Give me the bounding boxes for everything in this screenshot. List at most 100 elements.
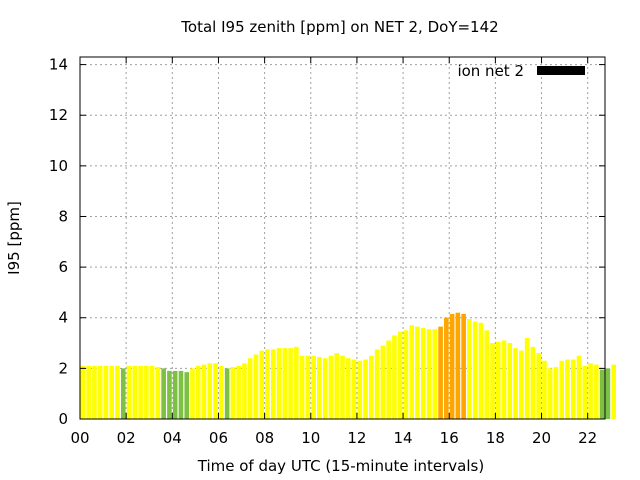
bar	[195, 365, 201, 419]
bar	[409, 325, 415, 419]
y-tick-label: 14	[49, 56, 68, 74]
bar	[282, 348, 288, 419]
bar	[542, 360, 547, 419]
bar	[219, 365, 224, 419]
bar	[420, 327, 426, 419]
bar	[305, 355, 311, 419]
bar	[455, 312, 461, 419]
bar	[253, 354, 259, 419]
bar	[322, 358, 328, 419]
bar	[97, 365, 103, 419]
bar	[611, 364, 616, 419]
bar	[167, 370, 172, 419]
y-axis-label: I95 [ppm]	[5, 201, 23, 275]
bar	[294, 346, 299, 419]
x-tick-label: 20	[532, 429, 551, 447]
bar	[392, 335, 397, 419]
bar	[432, 329, 438, 419]
bar	[161, 368, 166, 419]
x-tick-label: 08	[255, 429, 274, 447]
x-tick-label: 04	[163, 429, 182, 447]
bar	[345, 358, 351, 419]
bar	[178, 370, 184, 419]
bar	[380, 345, 386, 419]
bar	[576, 355, 582, 419]
bar	[438, 326, 443, 419]
x-tick-label: 16	[440, 429, 459, 447]
bar	[397, 331, 403, 419]
bar	[242, 363, 247, 419]
bar	[547, 368, 553, 419]
y-tick-label: 2	[58, 359, 68, 377]
bar	[103, 365, 109, 419]
bar	[594, 364, 599, 419]
bar	[184, 372, 190, 419]
bar	[207, 363, 213, 419]
x-axis-label: Time of day UTC (15-minute intervals)	[197, 457, 484, 475]
x-tick-label: 22	[578, 429, 597, 447]
bar	[86, 365, 91, 419]
bar	[276, 348, 282, 419]
bar	[340, 355, 345, 419]
bar	[236, 365, 241, 419]
bar	[444, 317, 449, 419]
legend: ion net 2	[457, 62, 585, 80]
bar	[501, 340, 507, 419]
y-tick-label: 12	[49, 106, 68, 124]
x-tick-label: 06	[209, 429, 228, 447]
bar	[247, 358, 253, 419]
bar	[328, 355, 334, 419]
bar	[144, 365, 149, 419]
y-tick-label: 6	[58, 258, 68, 276]
bar	[138, 365, 143, 419]
bar	[570, 359, 576, 419]
bar	[265, 349, 270, 419]
bar	[507, 343, 513, 419]
grid	[80, 57, 605, 419]
bar	[155, 367, 161, 419]
x-tick-label: 14	[394, 429, 413, 447]
x-tick-label: 00	[70, 429, 89, 447]
bar	[461, 313, 466, 419]
bar	[92, 365, 97, 419]
bar	[553, 367, 559, 419]
bar	[565, 359, 570, 419]
bar	[374, 349, 380, 419]
bar	[317, 356, 322, 419]
bar	[524, 337, 530, 419]
bar	[369, 355, 374, 419]
bar	[415, 326, 420, 419]
bar	[536, 353, 541, 419]
bar	[426, 329, 432, 419]
bar	[478, 322, 484, 419]
bar	[495, 341, 501, 419]
bar	[288, 348, 293, 419]
bar	[403, 330, 409, 419]
x-tick-label: 02	[117, 429, 136, 447]
y-tick-label: 0	[58, 410, 68, 428]
bar	[126, 365, 132, 419]
bar	[351, 359, 357, 419]
bar	[224, 368, 230, 419]
x-tick-label: 18	[486, 429, 505, 447]
bar	[120, 368, 126, 419]
bar	[449, 313, 455, 419]
legend-label: ion net 2	[457, 62, 524, 80]
bar	[299, 355, 305, 419]
bar	[490, 343, 495, 419]
bar	[559, 360, 565, 419]
bar	[484, 330, 490, 419]
bar	[115, 365, 120, 419]
bar	[513, 348, 518, 419]
bar	[334, 353, 340, 419]
bar	[213, 363, 218, 419]
bar	[599, 369, 605, 419]
chart-title: Total I95 zenith [ppm] on NET 2, DoY=142	[180, 18, 498, 36]
bar	[201, 364, 207, 419]
y-tick-label: 10	[49, 157, 68, 175]
bars	[80, 312, 616, 419]
bar	[472, 321, 478, 419]
bar	[230, 367, 236, 419]
